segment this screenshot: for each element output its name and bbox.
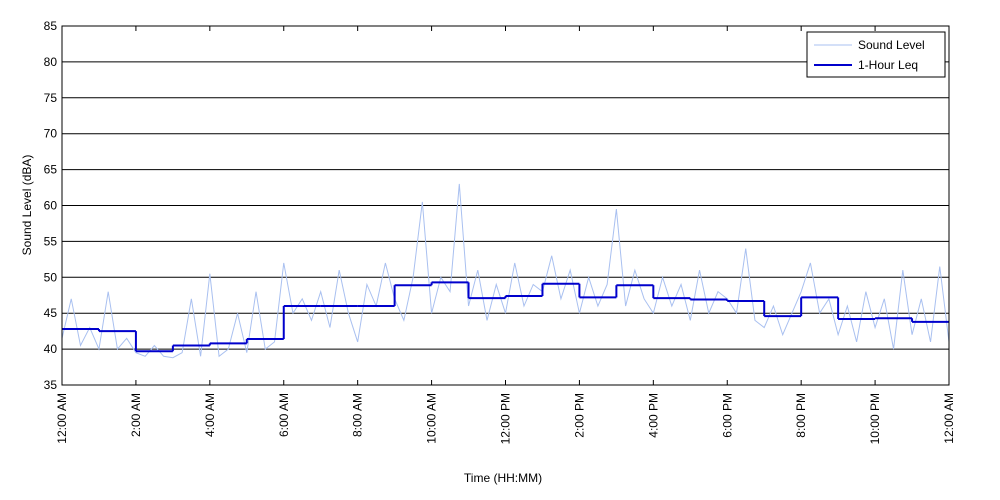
y-tick-label: 65: [44, 163, 58, 177]
y-axis-label: Sound Level (dBA): [20, 155, 34, 256]
y-tick-label: 85: [44, 19, 58, 33]
y-tick-label: 70: [44, 127, 58, 141]
y-tick-label: 35: [44, 378, 58, 392]
y-tick-label: 50: [44, 270, 58, 284]
x-tick-label: 4:00 AM: [203, 393, 217, 437]
x-tick-label: 4:00 PM: [646, 393, 660, 438]
x-tick-label: 6:00 AM: [277, 393, 291, 437]
x-axis-label: Time (HH:MM): [464, 471, 542, 485]
x-tick-label: 8:00 PM: [794, 393, 808, 438]
y-tick-label: 40: [44, 342, 58, 356]
x-tick-label: 2:00 PM: [572, 393, 586, 438]
legend-box: [806, 31, 946, 78]
y-tick-label: 45: [44, 306, 58, 320]
x-tick-label: 10:00 AM: [425, 393, 439, 444]
x-tick-label: 12:00 AM: [942, 393, 956, 444]
y-tick-label: 60: [44, 199, 58, 213]
x-tick-label: 2:00 AM: [129, 393, 143, 437]
legend-label: 1-Hour Leq: [858, 58, 918, 72]
plot-frame: [61, 25, 950, 386]
x-tick-label: 12:00 AM: [55, 393, 69, 444]
y-tick-label: 75: [44, 91, 58, 105]
y-tick-label: 55: [44, 234, 58, 248]
x-tick-label: 6:00 PM: [720, 393, 734, 438]
x-tick-label: 8:00 AM: [351, 393, 365, 437]
x-tick-label: 10:00 PM: [868, 393, 882, 444]
sound-level-line: [61, 183, 950, 359]
y-tick-label: 80: [44, 55, 58, 69]
x-tick-label: 12:00 PM: [499, 393, 513, 444]
legend-label: Sound Level: [858, 38, 925, 52]
